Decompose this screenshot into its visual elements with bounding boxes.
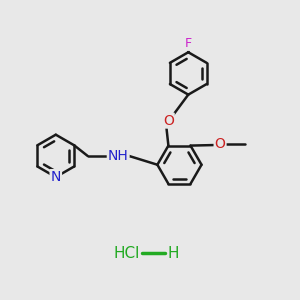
Text: NH: NH (108, 149, 129, 163)
Text: H: H (167, 246, 179, 261)
Text: O: O (214, 136, 226, 151)
Text: N: N (51, 170, 61, 184)
Text: HCl: HCl (113, 246, 140, 261)
Text: F: F (185, 37, 192, 50)
Text: O: O (163, 114, 174, 128)
